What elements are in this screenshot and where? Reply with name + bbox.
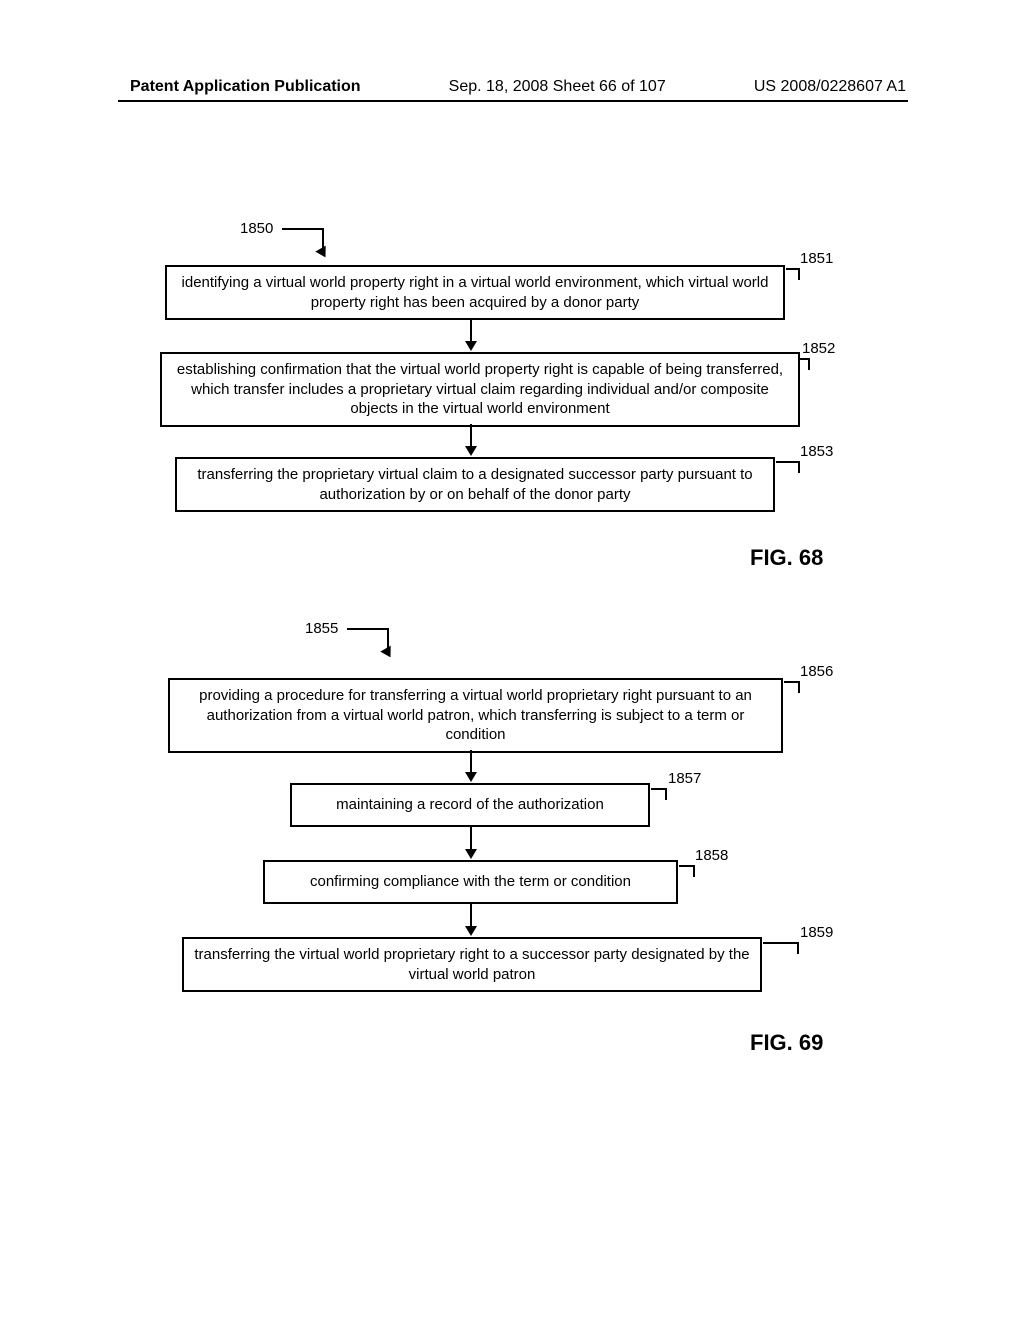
fig69-arrowhead-1	[465, 772, 477, 782]
patent-page: Patent Application Publication Sep. 18, …	[0, 0, 1024, 1320]
fig68-leader-1852	[800, 358, 810, 370]
fig68-ref-1852: 1852	[802, 340, 835, 357]
fig69-arrowhead-2	[465, 849, 477, 859]
fig69-leader-1858	[679, 865, 695, 877]
fig69-leader-1856	[784, 681, 800, 693]
fig69-box-1859-text: transferring the virtual world proprieta…	[194, 946, 749, 983]
fig68-entry-ref: 1850	[240, 220, 273, 237]
fig69-ref-1858: 1858	[695, 847, 728, 864]
fig69-box-1859: transferring the virtual world proprieta…	[182, 937, 762, 992]
fig69-entry-ref: 1855	[305, 620, 338, 637]
fig69-arrow-1	[470, 750, 472, 774]
fig69-box-1856-text: providing a procedure for transferring a…	[199, 687, 752, 743]
fig69-box-1858: confirming compliance with the term or c…	[263, 860, 678, 904]
fig69-entry-line	[347, 628, 387, 630]
fig68-arrowhead-1	[465, 341, 477, 351]
header-rule	[118, 100, 908, 102]
fig68-box-1852: establishing confirmation that the virtu…	[160, 352, 800, 427]
page-header: Patent Application Publication Sep. 18, …	[0, 78, 1024, 96]
fig68-arrow-2	[470, 424, 472, 448]
header-publication: Patent Application Publication	[130, 78, 361, 96]
fig69-ref-1859: 1859	[800, 924, 833, 941]
fig69-leader-1857	[651, 788, 667, 800]
header-date-sheet: Sep. 18, 2008 Sheet 66 of 107	[449, 78, 666, 96]
fig69-ref-1857: 1857	[668, 770, 701, 787]
fig69-box-1856: providing a procedure for transferring a…	[168, 678, 783, 753]
fig69-entry-arrowhead	[380, 646, 395, 661]
fig69-leader-1859	[763, 942, 799, 954]
fig68-ref-1851: 1851	[800, 250, 833, 267]
fig68-leader-1853	[776, 461, 800, 473]
fig69-arrow-2	[470, 827, 472, 851]
fig69-box-1857-text: maintaining a record of the authorizatio…	[336, 796, 604, 813]
fig69-box-1857: maintaining a record of the authorizatio…	[290, 783, 650, 827]
fig69-arrow-3	[470, 904, 472, 928]
fig68-box-1852-text: establishing confirmation that the virtu…	[177, 361, 783, 417]
header-patent-number: US 2008/0228607 A1	[754, 78, 906, 96]
fig68-box-1853-text: transferring the proprietary virtual cla…	[197, 466, 752, 503]
fig68-entry-arrowhead	[315, 246, 330, 261]
fig68-ref-1853: 1853	[800, 443, 833, 460]
fig68-entry-line	[282, 228, 322, 230]
fig69-label: FIG. 69	[750, 1030, 823, 1056]
fig69-arrowhead-3	[465, 926, 477, 936]
fig68-box-1853: transferring the proprietary virtual cla…	[175, 457, 775, 512]
fig68-box-1851-text: identifying a virtual world property rig…	[182, 274, 769, 311]
fig68-leader-1851	[786, 268, 800, 280]
fig68-box-1851: identifying a virtual world property rig…	[165, 265, 785, 320]
fig69-box-1858-text: confirming compliance with the term or c…	[310, 873, 631, 890]
fig69-ref-1856: 1856	[800, 663, 833, 680]
fig68-arrow-1	[470, 319, 472, 343]
fig68-arrowhead-2	[465, 446, 477, 456]
fig68-label: FIG. 68	[750, 545, 823, 571]
